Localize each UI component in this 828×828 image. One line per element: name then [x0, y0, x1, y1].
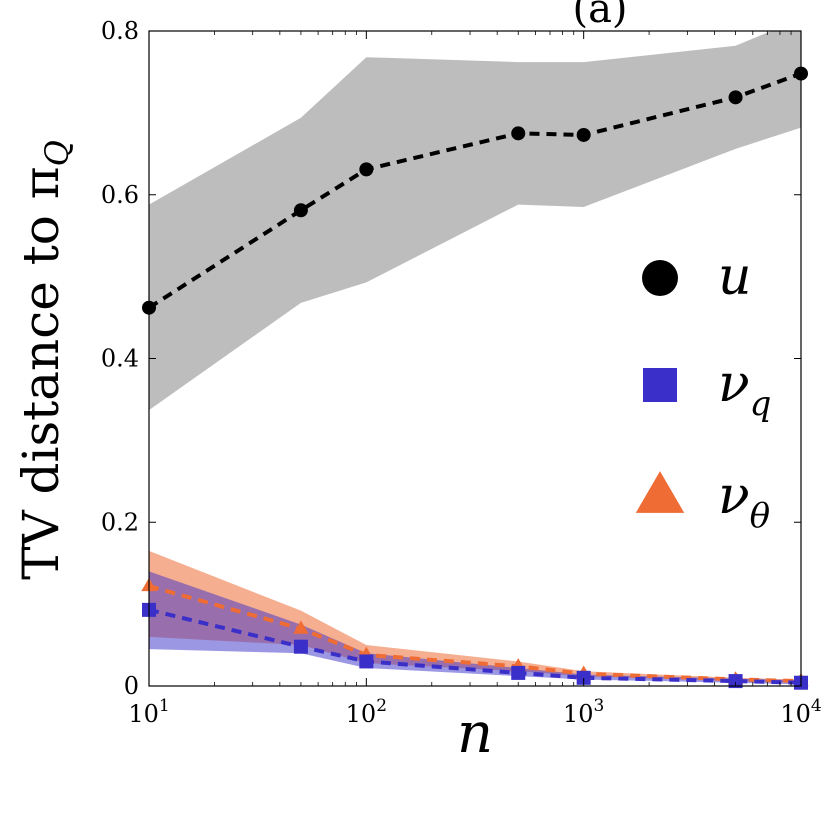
point-nu-q-3: [511, 665, 526, 680]
point-nu-theta-1: [293, 620, 309, 634]
y-tick-label-3: 0.6: [101, 181, 139, 209]
band-nu-q: [149, 571, 801, 685]
x-tick-label-3: 104: [780, 696, 821, 728]
legend: u νq νθ: [635, 247, 771, 536]
legend-label-nu-q: νq: [718, 354, 771, 424]
x-tick-label-2: 103: [563, 696, 604, 728]
point-u-2: [359, 162, 374, 177]
point-u-4: [576, 127, 591, 142]
axis-tick-labels: 0 0.2 0.4 0.6 0.8 101 102 103 104: [101, 17, 822, 728]
x-tick-label-0: 101: [128, 696, 169, 728]
series-markers: [141, 66, 809, 690]
legend-label-nu-theta: νθ: [718, 466, 770, 536]
point-nu-q-5: [728, 674, 743, 689]
y-tick-label-1: 0.2: [101, 508, 139, 536]
point-u-1: [293, 203, 308, 218]
point-u-5: [728, 90, 743, 105]
x-axis-title: n: [457, 701, 493, 766]
y-axis-title-group: TV distance to πQ: [12, 140, 76, 580]
chart-title: (a): [572, 0, 627, 32]
x-tick-label-1: 102: [346, 696, 387, 728]
band-u: [149, 31, 801, 411]
point-nu-q-1: [293, 639, 308, 654]
point-nu-q-4: [576, 670, 591, 685]
y-axis-title-subscript: Q: [38, 140, 76, 166]
y-axis-title: TV distance to πQ: [12, 140, 76, 580]
legend-marker-nu-q: [643, 368, 677, 402]
point-nu-q-2: [359, 654, 374, 669]
y-tick-label-0: 0: [124, 672, 139, 700]
y-tick-label-4: 0.8: [101, 17, 139, 45]
confidence-bands: [149, 31, 801, 685]
legend-marker-nu-theta: [635, 471, 685, 513]
legend-label-u: u: [718, 247, 752, 307]
axis-ticks: [148, 30, 802, 687]
y-axis-title-text: TV distance to π: [12, 166, 70, 580]
point-u-3: [511, 126, 526, 141]
legend-marker-u: [642, 260, 678, 296]
band-nu-theta: [149, 550, 801, 683]
y-tick-label-2: 0.4: [101, 345, 139, 373]
